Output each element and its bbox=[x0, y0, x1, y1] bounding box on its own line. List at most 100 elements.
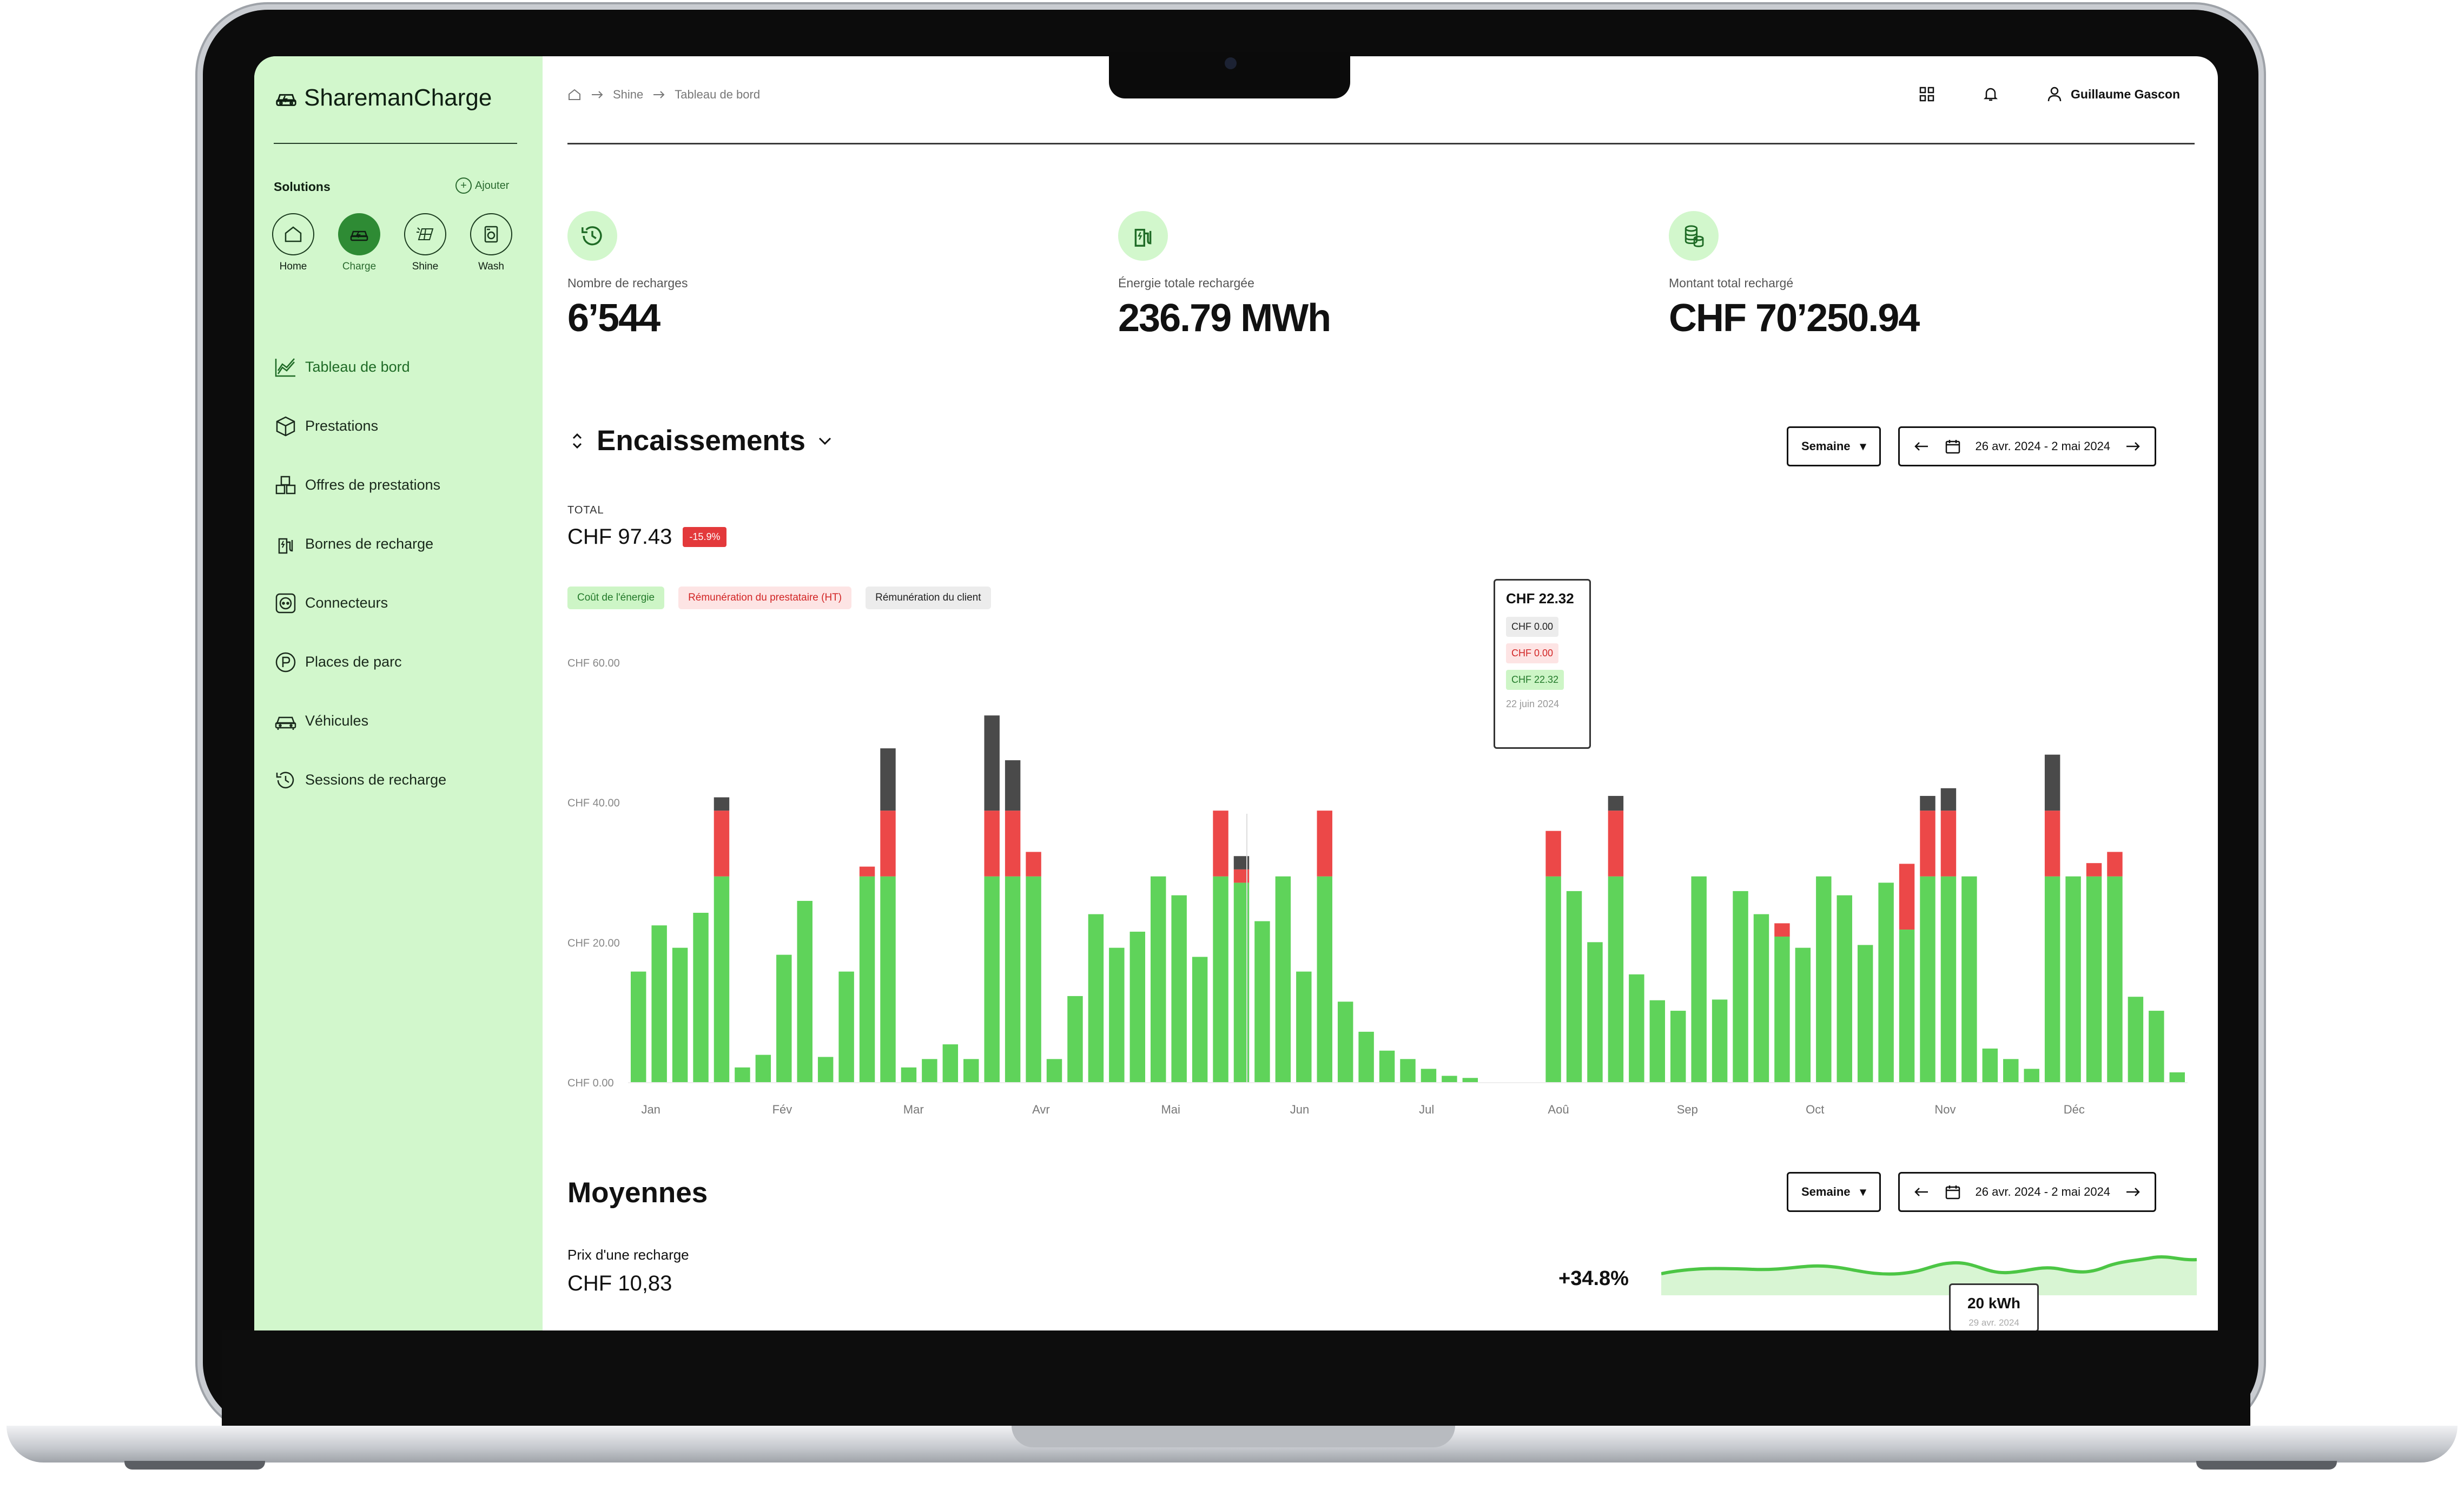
total-label: TOTAL bbox=[567, 504, 604, 516]
user-menu[interactable]: Guillaume Gascon bbox=[2046, 85, 2180, 103]
solution-wash[interactable]: Wash bbox=[464, 213, 518, 273]
bar-segment bbox=[1026, 852, 1041, 877]
bar-segment bbox=[1566, 891, 1582, 1082]
solution-wash-circle bbox=[470, 213, 512, 255]
bar-segment bbox=[2128, 997, 2144, 1082]
legend-provider[interactable]: Rémunération du prestataire (HT) bbox=[678, 587, 852, 609]
home-icon[interactable] bbox=[567, 88, 582, 102]
kpi-icon-circle bbox=[1669, 211, 1719, 261]
header-divider bbox=[567, 143, 2195, 144]
breadcrumb-item[interactable]: Tableau de bord bbox=[675, 88, 761, 101]
sidebar-item-bornes-de-recharge[interactable]: Bornes de recharge bbox=[274, 515, 446, 574]
date-range-picker[interactable]: 26 avr. 2024 - 2 mai 2024 bbox=[1898, 426, 2157, 466]
y-tick-label: CHF 60.00 bbox=[567, 657, 620, 669]
legend-client[interactable]: Rémunération du client bbox=[866, 587, 991, 609]
breadcrumb-item[interactable]: Shine bbox=[613, 88, 644, 101]
period-select[interactable]: Semaine ▾ bbox=[1787, 426, 1881, 466]
sidebar-item-connecteurs[interactable]: Connecteurs bbox=[274, 574, 446, 633]
sidebar-divider bbox=[274, 143, 517, 144]
sidebar: SharemanCharge Solutions + Ajouter Home … bbox=[254, 56, 543, 1330]
arrow-right-icon[interactable] bbox=[2124, 438, 2142, 455]
bar-segment bbox=[755, 1055, 771, 1082]
bar-segment bbox=[1317, 876, 1332, 1082]
x-tick-label: Mai bbox=[1161, 1103, 1180, 1116]
x-tick-label: Mar bbox=[903, 1103, 924, 1116]
sidebar-item-offres-de-prestations[interactable]: Offres de prestations bbox=[274, 456, 446, 515]
bar-segment bbox=[1899, 864, 1915, 930]
add-solution-button[interactable]: + Ajouter bbox=[455, 177, 509, 194]
bar-segment bbox=[1774, 936, 1790, 1082]
tooltip-date: 22 juin 2024 bbox=[1506, 699, 1560, 709]
bar-segment bbox=[1649, 1000, 1666, 1082]
date-range-text: 26 avr. 2024 - 2 mai 2024 bbox=[1975, 439, 2111, 453]
screen: SharemanCharge Solutions + Ajouter Home … bbox=[254, 56, 2218, 1330]
sparkline-line bbox=[1661, 1255, 2197, 1276]
solution-label: Home bbox=[279, 261, 307, 272]
chart-area-icon bbox=[275, 358, 295, 377]
tooltip-client-value: CHF 0.00 bbox=[1506, 617, 1559, 637]
solution-label: Shine bbox=[412, 261, 439, 272]
date-range-picker[interactable]: 26 avr. 2024 - 2 mai 2024 bbox=[1898, 1172, 2157, 1212]
period-select-value: Semaine bbox=[1801, 439, 1851, 453]
bar-segment bbox=[1608, 796, 1624, 811]
solution-shine-circle bbox=[404, 213, 446, 255]
arrow-left-icon[interactable] bbox=[1913, 438, 1930, 455]
app-logo[interactable]: SharemanCharge bbox=[274, 84, 492, 111]
header-actions: Guillaume Gascon bbox=[1918, 85, 2180, 103]
bar-segment bbox=[880, 876, 896, 1082]
sidebar-nav: Tableau de bord Prestations Offres de pr… bbox=[274, 338, 446, 809]
encaissements-chart: CHF 0.00 CHF 20.00 CHF 40.00 CHF 60.00 Jan Fé… bbox=[567, 657, 2188, 1116]
sidebar-item-vehicules[interactable]: Véhicules bbox=[274, 691, 446, 750]
bar-segment bbox=[714, 811, 730, 877]
arrow-left-icon[interactable] bbox=[1913, 1183, 1930, 1201]
bar-segment bbox=[922, 1059, 937, 1082]
sidebar-item-sessions-de-recharge[interactable]: Sessions de recharge bbox=[274, 750, 446, 809]
avg-change: +34.8% bbox=[1558, 1267, 1629, 1290]
solution-charge[interactable]: Charge bbox=[332, 213, 386, 273]
sparkline-tooltip-date: 29 avr. 2024 bbox=[1968, 1317, 2019, 1328]
encaissements-title[interactable]: Encaissements bbox=[567, 424, 835, 457]
kpi-icon-circle bbox=[567, 211, 617, 261]
bar-segment bbox=[1899, 930, 1915, 1082]
bar-segment bbox=[1920, 811, 1935, 877]
bar-segment bbox=[984, 715, 1000, 811]
bar-segment bbox=[1254, 921, 1270, 1082]
bar-segment bbox=[880, 748, 896, 811]
bar-segment bbox=[1421, 1069, 1437, 1082]
bar-segment bbox=[672, 947, 688, 1082]
sidebar-item-tableau-de-bord[interactable]: Tableau de bord bbox=[274, 338, 446, 397]
legend-energy[interactable]: Coût de l'énergie bbox=[567, 587, 665, 609]
encaissements-title-text: Encaissements bbox=[597, 425, 805, 457]
kpi-label: Nombre de recharges bbox=[567, 276, 688, 290]
bar-segment bbox=[2003, 1059, 2019, 1082]
solution-shine[interactable]: Shine bbox=[398, 213, 452, 273]
caret-down-icon: ▾ bbox=[1860, 439, 1866, 453]
arrow-right-icon[interactable] bbox=[2124, 1183, 2142, 1201]
sidebar-item-prestations[interactable]: Prestations bbox=[274, 397, 446, 456]
x-tick-label: Jun bbox=[1290, 1103, 1309, 1116]
bar-segment bbox=[2044, 754, 2060, 811]
bar-segment bbox=[2086, 863, 2102, 877]
bar-segment bbox=[1940, 788, 1957, 811]
tooltip-provider-value: CHF 0.00 bbox=[1506, 643, 1559, 663]
bar-segment bbox=[2107, 876, 2123, 1082]
bell-icon[interactable] bbox=[1982, 85, 1999, 103]
x-tick-label: Oct bbox=[1806, 1103, 1824, 1116]
solution-home[interactable]: Home bbox=[266, 213, 320, 273]
bar-segment bbox=[901, 1067, 917, 1082]
bar-segment bbox=[1192, 957, 1208, 1082]
date-range-text: 26 avr. 2024 - 2 mai 2024 bbox=[1975, 1185, 2111, 1198]
avg-metric-label: Prix d'une recharge bbox=[567, 1247, 689, 1263]
period-select[interactable]: Semaine ▾ bbox=[1787, 1172, 1881, 1212]
grid-icon[interactable] bbox=[1918, 85, 1935, 103]
breadcrumb: Shine Tableau de bord bbox=[567, 88, 760, 102]
bar-segment bbox=[984, 876, 1000, 1082]
car-icon bbox=[350, 230, 368, 241]
arrow-right-icon bbox=[653, 91, 665, 98]
y-tick-label: CHF 0.00 bbox=[567, 1077, 614, 1089]
bar-segment bbox=[1753, 914, 1769, 1082]
bar-segment bbox=[859, 866, 875, 877]
sidebar-item-places-de-parc[interactable]: Places de parc bbox=[274, 633, 446, 691]
total-value-row: CHF 97.43 -15.9% bbox=[567, 525, 727, 549]
washing-machine-icon bbox=[484, 226, 498, 243]
